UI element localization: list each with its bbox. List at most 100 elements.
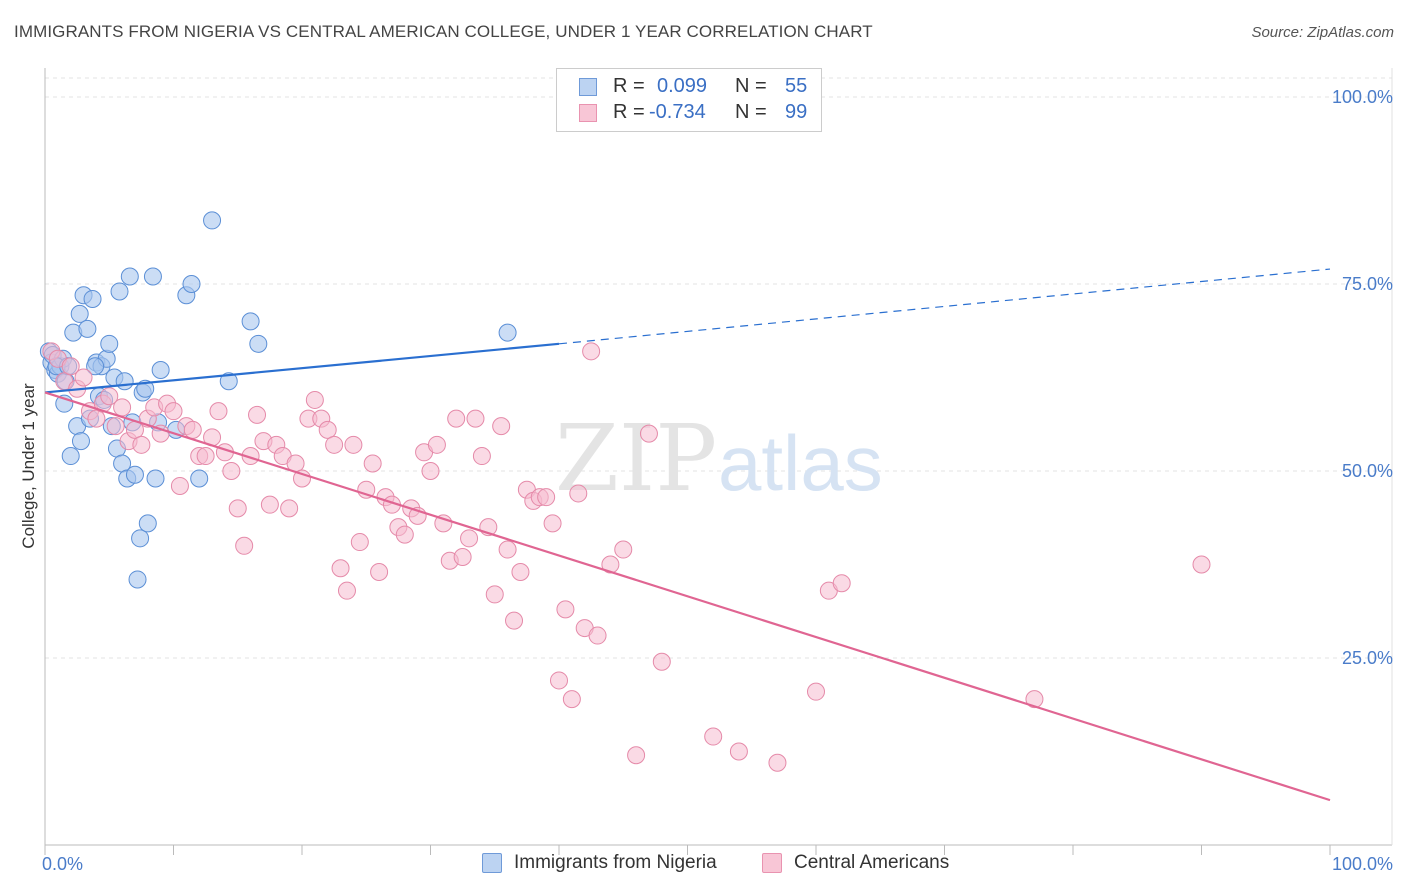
data-point-central-americans: [421, 462, 440, 480]
data-point-central-americans: [260, 495, 279, 514]
data-point-nigeria: [131, 529, 150, 548]
watermark: ZIP atlas: [555, 405, 883, 512]
data-point-central-americans: [832, 574, 851, 593]
legend-r-label: R =: [613, 101, 645, 123]
data-point-central-americans: [331, 559, 350, 578]
data-point-central-americans: [614, 540, 633, 559]
data-point-nigeria: [115, 372, 134, 391]
data-point-central-americans: [61, 357, 80, 376]
data-point-central-americans: [453, 548, 472, 567]
data-point-nigeria: [71, 432, 90, 451]
trend-line-nigeria-extension: [558, 268, 1331, 345]
data-point-central-americans: [100, 387, 119, 406]
data-point-nigeria: [125, 465, 144, 484]
bottom-legend-nigeria: Immigrants from Nigeria: [482, 852, 742, 878]
data-point-central-americans: [1025, 690, 1044, 709]
data-point-central-americans: [196, 447, 215, 466]
data-point-central-americans: [222, 462, 241, 480]
trend-line-nigeria: [44, 342, 560, 394]
trend-line-central-americans: [44, 391, 1331, 802]
data-point-nigeria: [83, 289, 102, 308]
data-point-nigeria: [190, 469, 209, 488]
data-point-nigeria: [70, 304, 89, 323]
data-point-nigeria: [138, 514, 157, 533]
data-point-central-americans: [248, 405, 267, 424]
legend-n-value: 55: [785, 75, 808, 97]
stats-legend: R = 0.099 N = 55 R = -0.734 N = 99: [556, 68, 822, 132]
data-point-central-americans: [164, 402, 183, 421]
data-point-central-americans: [505, 611, 524, 630]
data-point-central-americans: [562, 690, 581, 709]
data-point-central-americans: [395, 525, 414, 544]
data-point-nigeria: [128, 570, 147, 589]
data-point-nigeria: [143, 267, 162, 286]
bottom-legend-swatch-nigeria: [482, 853, 502, 873]
data-point-nigeria: [146, 469, 165, 488]
legend-n-value: 99: [785, 101, 808, 123]
data-point-central-americans: [704, 727, 723, 746]
data-point-central-americans: [228, 499, 247, 518]
legend-r-value: 0.099: [657, 75, 708, 97]
series-central-americans-points: [42, 342, 1211, 772]
data-point-central-americans: [106, 417, 125, 436]
data-point-central-americans: [460, 529, 479, 548]
data-point-central-americans: [318, 420, 337, 439]
data-point-central-americans: [569, 484, 588, 503]
legend-swatch-nigeria: [579, 78, 597, 96]
data-point-central-americans: [350, 533, 369, 552]
bottom-legend-label-central-americans: Central Americans: [794, 852, 950, 873]
data-point-central-americans: [1192, 555, 1211, 574]
data-point-nigeria: [100, 334, 119, 353]
data-point-central-americans: [588, 626, 607, 645]
data-point-nigeria: [182, 275, 201, 293]
data-point-central-americans: [235, 536, 254, 555]
data-point-nigeria: [203, 211, 222, 230]
data-point-nigeria: [498, 323, 517, 342]
legend-swatch-central-americans: [579, 104, 597, 122]
data-point-central-americans: [305, 390, 324, 409]
data-point-central-americans: [511, 562, 530, 581]
data-point-central-americans: [325, 435, 344, 454]
data-point-central-americans: [627, 746, 646, 765]
data-point-nigeria: [219, 372, 238, 391]
data-point-central-americans: [537, 488, 556, 507]
data-point-central-americans: [183, 420, 202, 439]
data-point-nigeria: [151, 361, 170, 380]
data-point-nigeria: [110, 282, 129, 301]
data-point-central-americans: [466, 409, 485, 428]
watermark-atlas: atlas: [718, 419, 883, 507]
data-point-central-americans: [447, 409, 466, 428]
data-point-central-americans: [280, 499, 299, 518]
data-point-nigeria: [249, 334, 268, 353]
legend-r-value: -0.734: [649, 101, 706, 123]
data-point-nigeria: [78, 319, 97, 338]
data-point-central-americans: [639, 424, 658, 443]
data-point-central-americans: [74, 368, 93, 387]
bottom-legend-label-nigeria: Immigrants from Nigeria: [514, 852, 717, 873]
data-point-central-americans: [729, 742, 748, 761]
data-point-central-americans: [427, 435, 446, 454]
data-point-central-americans: [601, 555, 620, 574]
bottom-legend-swatch-central-americans: [762, 853, 782, 873]
data-point-central-americans: [363, 454, 382, 473]
data-point-central-americans: [582, 342, 601, 361]
chart-title: IMMIGRANTS FROM NIGERIA VS CENTRAL AMERI…: [14, 22, 873, 41]
data-point-central-americans: [87, 409, 106, 428]
legend-n-label: N =: [735, 75, 767, 97]
data-point-nigeria: [61, 447, 80, 466]
x-tick-label: 0.0%: [42, 854, 83, 874]
data-point-central-americans: [556, 600, 575, 619]
y-tick-label: 100.0%: [1332, 87, 1393, 107]
axis-layer: [44, 68, 1393, 855]
data-point-central-americans: [113, 398, 132, 417]
data-point-central-americans: [768, 753, 787, 772]
data-point-central-americans: [472, 447, 491, 466]
tick-labels: 25.0% 50.0% 75.0% 100.0% 0.0% 100.0%: [42, 87, 1393, 874]
y-axis-label: College, Under 1 year: [19, 383, 38, 549]
data-point-nigeria: [241, 312, 260, 331]
chart-source: Source: ZipAtlas.com: [1251, 24, 1394, 41]
y-tick-label: 75.0%: [1342, 274, 1393, 294]
legend-r-label: R =: [613, 75, 645, 97]
